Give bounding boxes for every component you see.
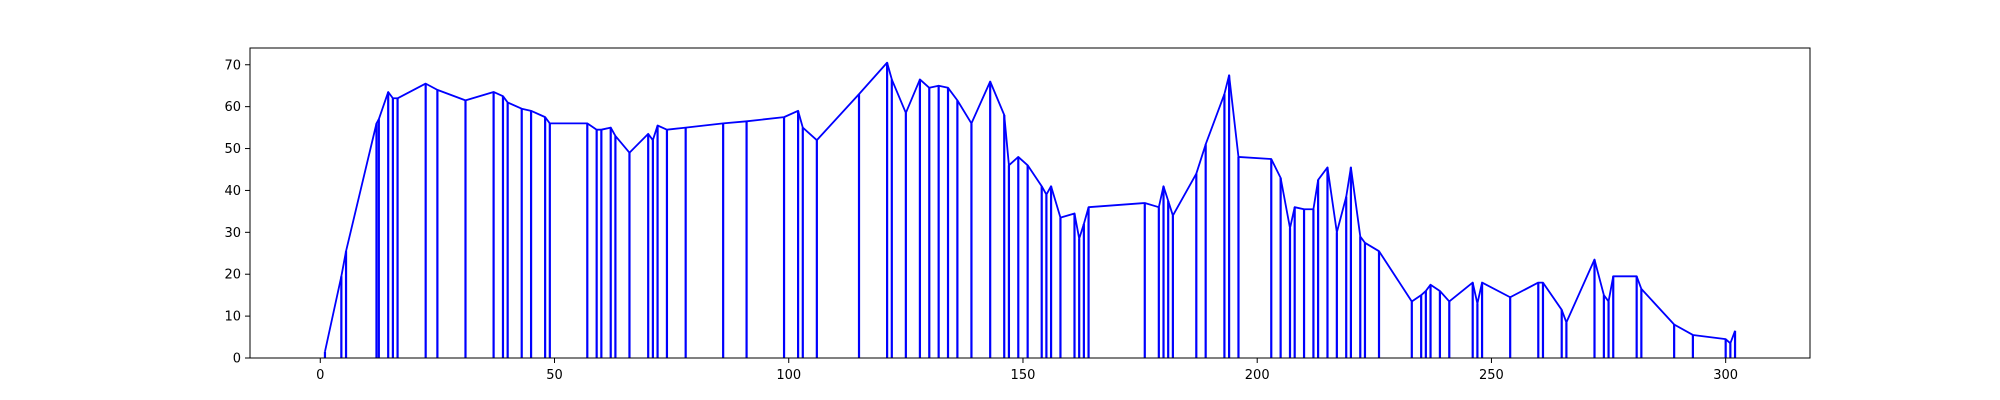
y-tick-label: 10 — [224, 310, 241, 325]
y-tick-label: 50 — [224, 142, 241, 157]
x-tick-label: 50 — [546, 368, 563, 383]
series-line — [324, 61, 1736, 352]
x-tick-label: 250 — [1479, 368, 1504, 383]
chart-marks — [323, 61, 1737, 358]
y-tick-label: 0 — [233, 352, 241, 367]
y-tick-label: 30 — [224, 226, 241, 241]
x-tick-label: 200 — [1245, 368, 1270, 383]
x-tick-label: 150 — [1011, 368, 1036, 383]
x-tick-label: 0 — [316, 368, 324, 383]
y-tick-label: 70 — [224, 58, 241, 73]
x-tick-label: 300 — [1713, 368, 1738, 383]
chart-axes: 0 50 100 150 200 250 300 0 10 20 30 40 50 60 70 — [224, 47, 1811, 383]
y-tick-label: 60 — [224, 100, 241, 115]
plot-frame — [249, 47, 1811, 359]
y-tick-label: 20 — [224, 268, 241, 283]
x-tick-label: 100 — [776, 368, 801, 383]
y-tick-label: 40 — [224, 184, 241, 199]
